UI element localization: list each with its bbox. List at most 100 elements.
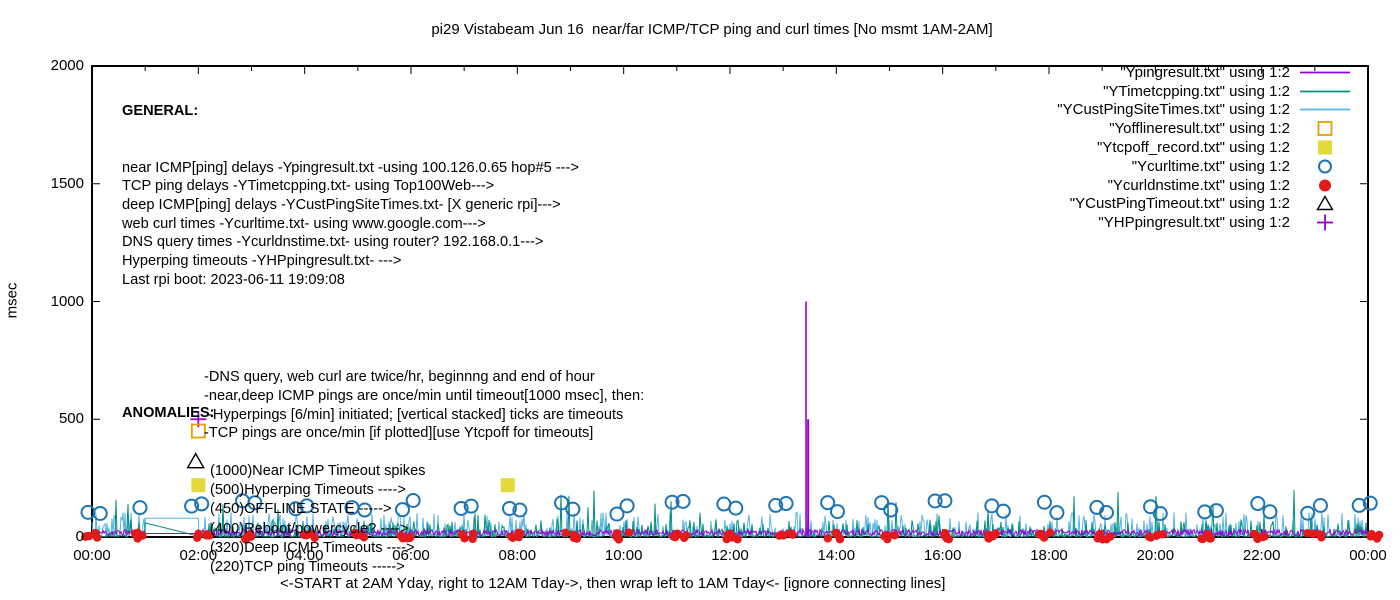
y-tick-label: 500 bbox=[58, 410, 84, 428]
dns-time-marker bbox=[561, 528, 570, 537]
dns-time-marker bbox=[405, 533, 415, 543]
legend-marker-glyph bbox=[1319, 179, 1331, 192]
general-line: web curl times -Ycurltime.txt- using www… bbox=[122, 215, 486, 232]
curl-time-marker bbox=[288, 501, 304, 517]
curl-time-marker bbox=[1197, 504, 1213, 520]
curl-time-marker bbox=[395, 502, 411, 518]
dns-time-marker bbox=[1198, 534, 1207, 544]
curl-time-marker bbox=[728, 500, 744, 516]
legend-label: "YCustPingTimeout.txt" using 1:2 bbox=[1069, 195, 1290, 213]
anomaly-line: (450)OFFLINE STATE -----> bbox=[210, 501, 392, 518]
dns-time-marker bbox=[310, 533, 319, 542]
dns-time-marker bbox=[352, 530, 361, 540]
curl-time-marker bbox=[829, 504, 845, 520]
dns-time-marker bbox=[835, 535, 845, 544]
x-tick-label: 02:00 bbox=[179, 547, 218, 564]
x-tick-label: 16:00 bbox=[923, 547, 962, 564]
legend-marker-plus bbox=[1317, 214, 1333, 231]
dns-time-marker bbox=[242, 532, 252, 542]
y-axis-label: msec bbox=[3, 282, 21, 319]
x-tick-label: 14:00 bbox=[817, 547, 856, 564]
anomaly-line: (500)Hyperping Timeouts ----> bbox=[210, 482, 406, 499]
curl-time-marker bbox=[453, 500, 469, 516]
dns-time-marker bbox=[1375, 530, 1384, 540]
x-tick-label: 00:00 bbox=[1349, 547, 1387, 564]
anomaly-marker-filled-square bbox=[191, 478, 206, 493]
legend-row: "YCustPingTimeout.txt" using 1:2 bbox=[1057, 195, 1354, 214]
anomaly-line: (1000)Near ICMP Timeout spikes bbox=[210, 463, 426, 480]
curl-time-marker bbox=[554, 495, 570, 511]
curl-time-marker bbox=[1143, 499, 1159, 515]
general-line: DNS query times -Ycurldnstime.txt- using… bbox=[122, 234, 544, 251]
legend-label: "Ycurldnstime.txt" using 1:2 bbox=[1107, 176, 1290, 194]
curl-time-marker bbox=[1300, 505, 1316, 521]
curl-time-marker bbox=[874, 495, 890, 511]
dns-time-marker bbox=[1205, 534, 1214, 543]
legend-label: "Ypingresult.txt" using 1:2 bbox=[1120, 63, 1290, 81]
curl-time-marker bbox=[1351, 497, 1367, 513]
dns-time-marker bbox=[831, 528, 840, 538]
curl-time-marker bbox=[778, 496, 794, 512]
curl-time-marker bbox=[1362, 495, 1378, 511]
x-tick-label: 20:00 bbox=[1136, 547, 1175, 564]
curl-time-marker bbox=[1098, 505, 1114, 521]
general-annotation: GENERAL: near ICMP[ping] delays -Ypingre… bbox=[122, 65, 644, 480]
dns-time-marker bbox=[883, 534, 892, 544]
legend-row: "YTimetcpping.txt" using 1:2 bbox=[1057, 82, 1354, 101]
general-line: Hyperping timeouts -YHPpingresult.txt- -… bbox=[122, 253, 402, 270]
curl-time-marker bbox=[132, 500, 148, 516]
general-line: Last rpi boot: 2023-06-11 19:09:08 bbox=[122, 271, 345, 288]
curl-time-marker bbox=[194, 496, 210, 512]
legend-marker-glyph bbox=[1316, 195, 1334, 211]
legend-marker-line bbox=[1300, 109, 1350, 111]
x-tick-label: 22:00 bbox=[1242, 547, 1281, 564]
y-tick-label: 1500 bbox=[50, 174, 84, 192]
legend-marker-line bbox=[1300, 71, 1350, 74]
dns-time-marker bbox=[624, 528, 634, 537]
dns-time-marker bbox=[572, 534, 582, 543]
anomalies-annotation: ANOMALIES: (1000)Near ICMP Timeout spike… bbox=[122, 366, 425, 600]
legend-marker-open-triangle bbox=[1316, 195, 1334, 211]
dns-time-marker bbox=[1153, 530, 1162, 540]
curl-time-marker bbox=[927, 493, 943, 509]
legend-marker-glyph bbox=[1317, 121, 1333, 137]
dns-time-marker bbox=[823, 534, 833, 543]
curl-time-marker bbox=[1152, 506, 1168, 522]
general-indented-line: -TCP pings are once/min [if plotted][use… bbox=[204, 425, 594, 442]
dns-time-marker bbox=[81, 532, 90, 541]
dns-time-marker bbox=[468, 534, 477, 544]
chart-title: pi29 Vistabeam Jun 16 near/far ICMP/TCP … bbox=[431, 21, 993, 38]
dns-time-marker bbox=[133, 534, 142, 543]
plot-legend: "Ypingresult.txt" using 1:2 "YTimetcpping… bbox=[1057, 63, 1354, 232]
dns-time-marker bbox=[516, 529, 525, 538]
curl-time-marker bbox=[463, 498, 479, 514]
curl-time-marker bbox=[92, 505, 108, 521]
dns-time-marker bbox=[1260, 532, 1269, 541]
y-tick-label: 0 bbox=[75, 528, 84, 545]
curl-time-marker bbox=[1312, 497, 1328, 513]
dns-time-marker bbox=[1316, 530, 1325, 539]
general-lines: near ICMP[ping] delays -Ypingresult.txt … bbox=[122, 159, 644, 290]
dns-time-marker bbox=[1144, 532, 1154, 541]
anomaly-line: (220)TCP ping Timeouts -----> bbox=[210, 559, 405, 576]
curl-time-marker bbox=[299, 498, 315, 514]
legend-row: "Ycurldnstime.txt" using 1:2 bbox=[1057, 176, 1354, 195]
legend-row: "YHPpingresult.txt" using 1:2 bbox=[1057, 213, 1354, 232]
dns-time-marker bbox=[681, 531, 691, 540]
general-line: near ICMP[ping] delays -Ypingresult.txt … bbox=[122, 159, 579, 176]
curl-time-marker bbox=[675, 493, 691, 509]
curl-time-marker bbox=[883, 502, 899, 518]
legend-marker-line bbox=[1300, 90, 1350, 93]
curl-time-marker bbox=[405, 493, 421, 509]
curl-time-marker bbox=[1262, 504, 1278, 520]
legend-label: "Yofflineresult.txt" using 1:2 bbox=[1109, 120, 1290, 138]
legend-row: "Ytcpoff_record.txt" using 1:2 bbox=[1057, 138, 1354, 157]
x-tick-label: 08:00 bbox=[498, 547, 537, 564]
general-line: deep ICMP[ping] delays -YCustPingSiteTim… bbox=[122, 196, 561, 213]
general-indented-line: -Hyperpings [6/min] initiated; [vertical… bbox=[204, 406, 624, 423]
curl-time-marker bbox=[664, 494, 680, 510]
dns-time-marker bbox=[460, 534, 469, 543]
dns-time-marker bbox=[788, 530, 797, 539]
legend-label: "Ycurltime.txt" using 1:2 bbox=[1131, 157, 1290, 175]
